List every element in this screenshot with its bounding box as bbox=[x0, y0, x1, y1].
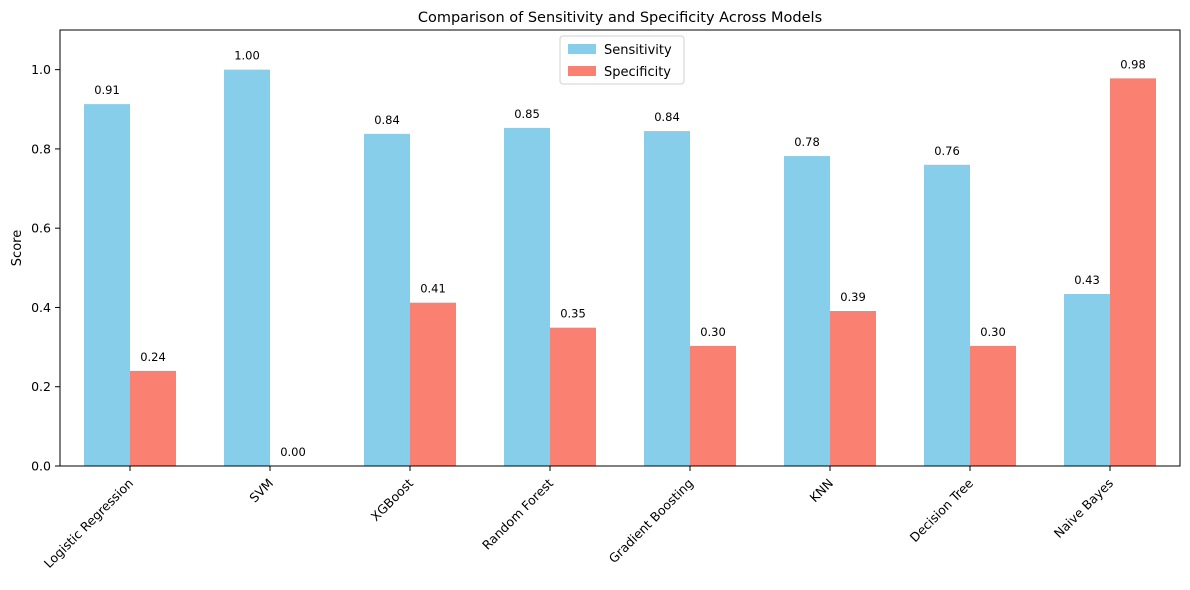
data-label-sensitivity-5: 0.78 bbox=[794, 135, 820, 149]
x-tick-label: KNN bbox=[806, 476, 836, 506]
bar-sensitivity-7 bbox=[1064, 293, 1110, 466]
bar-specificity-5 bbox=[830, 311, 876, 466]
x-tick-label: Naive Bayes bbox=[1051, 476, 1116, 541]
legend-label-sensitivity: Sensitivity bbox=[604, 43, 672, 58]
bar-sensitivity-1 bbox=[224, 69, 270, 467]
x-tick-label: XGBoost bbox=[368, 475, 417, 524]
bar-sensitivity-6 bbox=[924, 164, 970, 466]
data-label-sensitivity-6: 0.76 bbox=[934, 144, 960, 158]
data-label-specificity-2: 0.41 bbox=[420, 282, 446, 296]
data-label-specificity-0: 0.24 bbox=[140, 350, 166, 364]
bar-sensitivity-4 bbox=[644, 131, 690, 466]
bar-specificity-3 bbox=[550, 327, 596, 466]
legend: Sensitivity Specificity bbox=[559, 35, 685, 85]
x-tick-label: Random Forest bbox=[479, 475, 556, 552]
legend-swatch-specificity bbox=[568, 66, 596, 76]
bars-group: 0.91 1.00 0.84 0.85 0.84 0.78 0.76 0.43 0.24 0.00… bbox=[84, 49, 1156, 467]
bar-specificity-7 bbox=[1110, 78, 1156, 467]
y-tick-label: 0.6 bbox=[31, 221, 51, 236]
chart-title: Comparison of Sensitivity and Specificit… bbox=[418, 10, 822, 26]
axes-group: 0.0 0.2 0.4 0.6 0.8 1.0 Logistic Regression SVM… bbox=[31, 29, 1181, 571]
data-label-sensitivity-1: 1.00 bbox=[234, 49, 260, 63]
bar-sensitivity-2 bbox=[364, 133, 410, 466]
y-tick-label: 0.4 bbox=[31, 300, 51, 315]
bar-specificity-2 bbox=[410, 302, 456, 466]
bar-specificity-6 bbox=[970, 345, 1016, 466]
x-tick-label: SVM bbox=[246, 476, 276, 506]
y-tick-label: 1.0 bbox=[31, 62, 51, 77]
x-tick-label: Gradient Boosting bbox=[606, 476, 697, 567]
plot-frame bbox=[59, 29, 1181, 467]
x-tick-label: Decision Tree bbox=[907, 475, 977, 545]
data-label-specificity-4: 0.30 bbox=[700, 325, 726, 339]
bar-sensitivity-3 bbox=[504, 127, 550, 466]
data-label-specificity-3: 0.35 bbox=[560, 307, 586, 321]
y-tick-label: 0.8 bbox=[31, 141, 51, 156]
y-tick-label: 0.2 bbox=[31, 379, 51, 394]
legend-swatch-sensitivity bbox=[568, 44, 596, 54]
y-axis-label: Score bbox=[10, 230, 25, 266]
data-label-specificity-5: 0.39 bbox=[840, 290, 866, 304]
bar-sensitivity-5 bbox=[784, 156, 830, 466]
data-label-specificity-1: 0.00 bbox=[280, 445, 306, 459]
data-label-sensitivity-2: 0.84 bbox=[374, 113, 400, 127]
bar-specificity-4 bbox=[690, 345, 736, 466]
y-tick-label: 0.0 bbox=[31, 459, 51, 474]
data-label-sensitivity-3: 0.85 bbox=[514, 107, 540, 121]
data-label-sensitivity-0: 0.91 bbox=[94, 83, 120, 97]
data-label-specificity-7: 0.98 bbox=[1120, 57, 1146, 71]
data-label-sensitivity-4: 0.84 bbox=[654, 110, 680, 124]
data-label-sensitivity-7: 0.43 bbox=[1074, 273, 1100, 287]
data-label-specificity-6: 0.30 bbox=[980, 325, 1006, 339]
bar-specificity-0 bbox=[130, 370, 176, 466]
bar-sensitivity-0 bbox=[84, 104, 130, 467]
legend-label-specificity: Specificity bbox=[604, 65, 671, 80]
x-tick-label: Logistic Regression bbox=[41, 476, 136, 571]
